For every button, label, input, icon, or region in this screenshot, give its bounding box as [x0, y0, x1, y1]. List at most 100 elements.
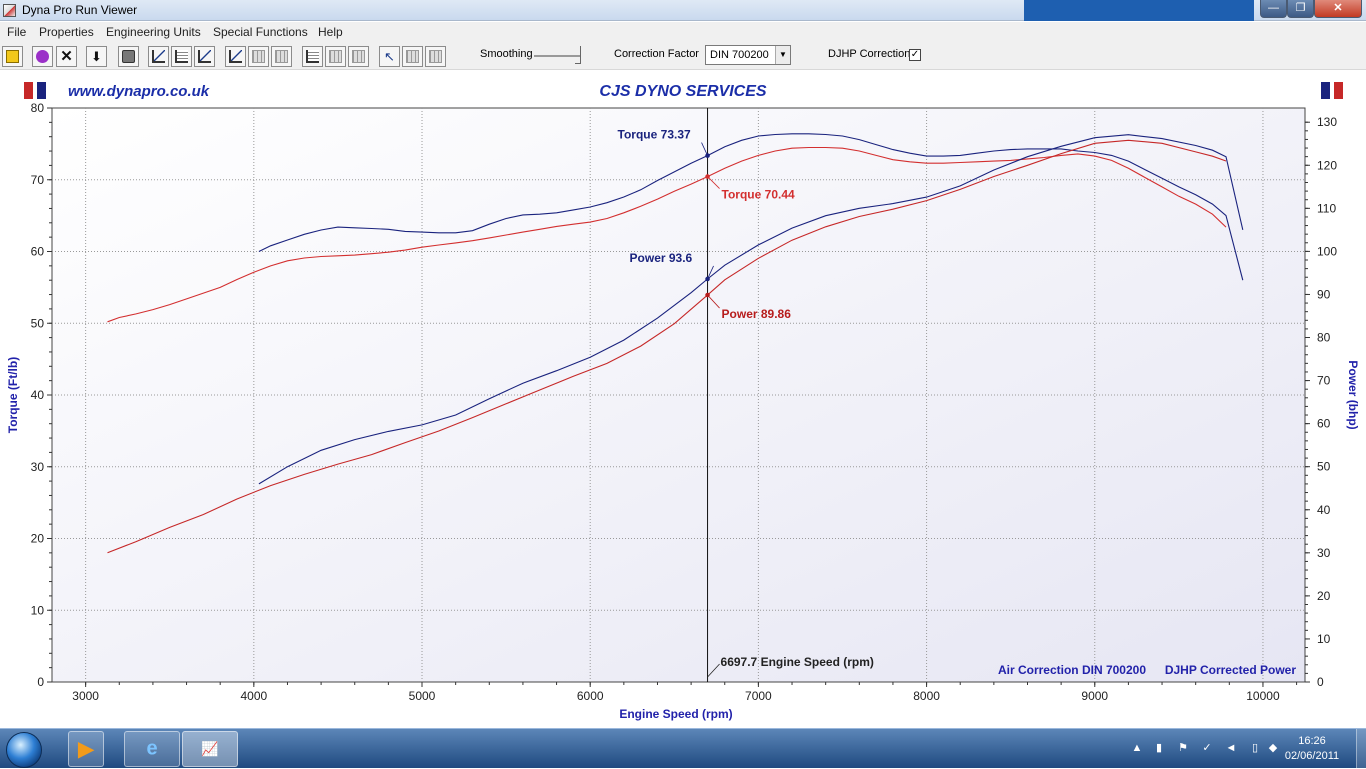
- maximize-button[interactable]: ❐: [1287, 0, 1314, 18]
- grid-view-4-button[interactable]: [348, 46, 369, 67]
- correction-factor-select[interactable]: DIN 700200 ▼: [705, 45, 791, 65]
- menu-file[interactable]: File: [7, 25, 27, 39]
- y-right-tick-label: 40: [1317, 503, 1331, 517]
- y-axis-right-label: Power (bhp): [1346, 360, 1360, 429]
- y-right-tick-label: 110: [1317, 201, 1336, 215]
- y-right-tick-label: 80: [1317, 331, 1331, 345]
- cursor-value-label: Torque 70.44: [722, 188, 795, 202]
- y-left-tick-label: 0: [37, 675, 44, 689]
- x-axis-label: Engine Speed (rpm): [619, 707, 732, 721]
- minimize-button[interactable]: —: [1260, 0, 1287, 18]
- open-button[interactable]: [2, 46, 23, 67]
- graph-icon: [175, 50, 188, 63]
- close-button[interactable]: ✕: [1314, 0, 1362, 18]
- x-tick-label: 4000: [240, 689, 267, 703]
- print-button[interactable]: [118, 46, 139, 67]
- cursor-leader-line: [701, 142, 708, 156]
- titlebar-background: [1024, 0, 1254, 21]
- y-right-tick-label: 50: [1317, 460, 1331, 474]
- internet-explorer-icon: e: [146, 737, 158, 760]
- grid-icon: [329, 50, 342, 63]
- y-left-tick-label: 70: [31, 173, 45, 187]
- smoothing-slider-thumb[interactable]: [575, 46, 581, 64]
- close-run-button[interactable]: ✕: [56, 46, 77, 67]
- cursor-leader-line: [707, 176, 720, 189]
- taskbar: ▶ e 📈 ▲ ▮ ⚑ ✓ ◄ ▯ ◆ 16:26 02/06/2011: [0, 728, 1366, 769]
- y-left-tick-label: 80: [31, 101, 45, 115]
- graph-view-5-button[interactable]: [302, 46, 323, 67]
- y-left-tick-label: 30: [31, 460, 45, 474]
- cursor-value-label: Torque 73.37: [618, 128, 691, 142]
- power-series-1-line: [258, 134, 1244, 485]
- smoothing-label: Smoothing: [480, 48, 533, 60]
- media-player-task[interactable]: ▶: [68, 731, 104, 767]
- y-left-tick-label: 10: [31, 603, 45, 617]
- menu-special-functions[interactable]: Special Functions: [213, 25, 308, 39]
- clock[interactable]: 16:26 02/06/2011: [1282, 734, 1342, 764]
- dyna-pro-task[interactable]: 📈: [182, 731, 238, 767]
- djhp-corrected-note: DJHP Corrected Power: [1165, 663, 1296, 677]
- download-button[interactable]: ⬇: [86, 46, 107, 67]
- menu-engineering-units[interactable]: Engineering Units: [106, 25, 201, 39]
- x-tick-label: 5000: [409, 689, 436, 703]
- chevron-down-icon[interactable]: ▼: [775, 46, 790, 64]
- grid-view-1-button[interactable]: [248, 46, 269, 67]
- graph-view-3-button[interactable]: [194, 46, 215, 67]
- update-icon[interactable]: ✓: [1202, 742, 1212, 754]
- grid-view-3-button[interactable]: [325, 46, 346, 67]
- axis-ticks: 3000 4000 5000 6000 7000 8000 9000 10000 0 10 20 30…: [31, 101, 1338, 703]
- cursor-rpm-label: 6697.7 Engine Speed (rpm): [721, 655, 874, 669]
- grid-view-2-button[interactable]: [271, 46, 292, 67]
- language-icon[interactable]: ◆: [1268, 742, 1278, 754]
- djhp-correction-checkbox[interactable]: ✓: [909, 49, 921, 61]
- correction-factor-label: Correction Factor: [614, 48, 699, 60]
- internet-explorer-task[interactable]: e: [124, 731, 180, 767]
- zoom-button[interactable]: [425, 46, 446, 67]
- cursor-leader-line: [707, 265, 714, 280]
- y-right-tick-label: 90: [1317, 287, 1331, 301]
- menu-help[interactable]: Help: [318, 25, 343, 39]
- legend-marker-left: [24, 82, 46, 99]
- y-right-tick-label: 100: [1317, 244, 1337, 258]
- torque-series-1-line: [258, 133, 1244, 281]
- menu-properties[interactable]: Properties: [39, 25, 94, 39]
- show-hidden-icons-icon[interactable]: ▲: [1131, 742, 1143, 754]
- cursor-button[interactable]: ↖: [379, 46, 400, 67]
- show-desktop-button[interactable]: [1356, 729, 1366, 769]
- disk-button[interactable]: [32, 46, 53, 67]
- y-right-tick-label: 20: [1317, 589, 1331, 603]
- graph-view-2-button[interactable]: [171, 46, 192, 67]
- graph-view-4-button[interactable]: [225, 46, 246, 67]
- grid-icon: [352, 50, 365, 63]
- download-icon: ⬇: [91, 49, 102, 64]
- volume-icon[interactable]: ◄: [1225, 742, 1237, 754]
- grid-icon: [275, 50, 288, 63]
- rpm-cursor[interactable]: 6697.7 Engine Speed (rpm) Torque 73.37 Tor…: [618, 108, 874, 682]
- chart-area: www.dynapro.co.uk CJS DYNO SERVICES 3000…: [0, 71, 1366, 727]
- start-button[interactable]: [6, 732, 42, 768]
- dyno-chart[interactable]: www.dynapro.co.uk CJS DYNO SERVICES 3000…: [0, 71, 1366, 727]
- network-icon[interactable]: ▮: [1155, 742, 1163, 754]
- grid-view-5-button[interactable]: [402, 46, 423, 67]
- window-title: Dyna Pro Run Viewer: [22, 3, 138, 17]
- torque-series-2-line: [107, 146, 1227, 323]
- disk-icon: [36, 50, 49, 63]
- grid-icon: [252, 50, 265, 63]
- y-left-tick-label: 40: [31, 388, 45, 402]
- clock-date: 02/06/2011: [1284, 750, 1340, 762]
- y-right-tick-label: 30: [1317, 546, 1331, 560]
- action-center-icon[interactable]: ⚑: [1178, 742, 1188, 754]
- y-left-tick-label: 60: [31, 245, 45, 259]
- series-lines: [107, 133, 1244, 554]
- smoothing-slider-track[interactable]: [534, 55, 580, 57]
- power-icon[interactable]: ▯: [1251, 742, 1259, 754]
- title-bar: Dyna Pro Run Viewer — ❐ ✕: [0, 0, 1366, 21]
- graph-view-1-button[interactable]: [148, 46, 169, 67]
- correction-factor-value: DIN 700200: [710, 49, 769, 61]
- cursor-value-label: Power 89.86: [722, 307, 792, 321]
- y-right-tick-label: 10: [1317, 632, 1331, 646]
- x-tick-label: 10000: [1246, 689, 1280, 703]
- toolbar: ✕ ⬇ ↖: [0, 42, 1366, 70]
- x-tick-label: 3000: [72, 689, 99, 703]
- graph-icon: [152, 50, 165, 63]
